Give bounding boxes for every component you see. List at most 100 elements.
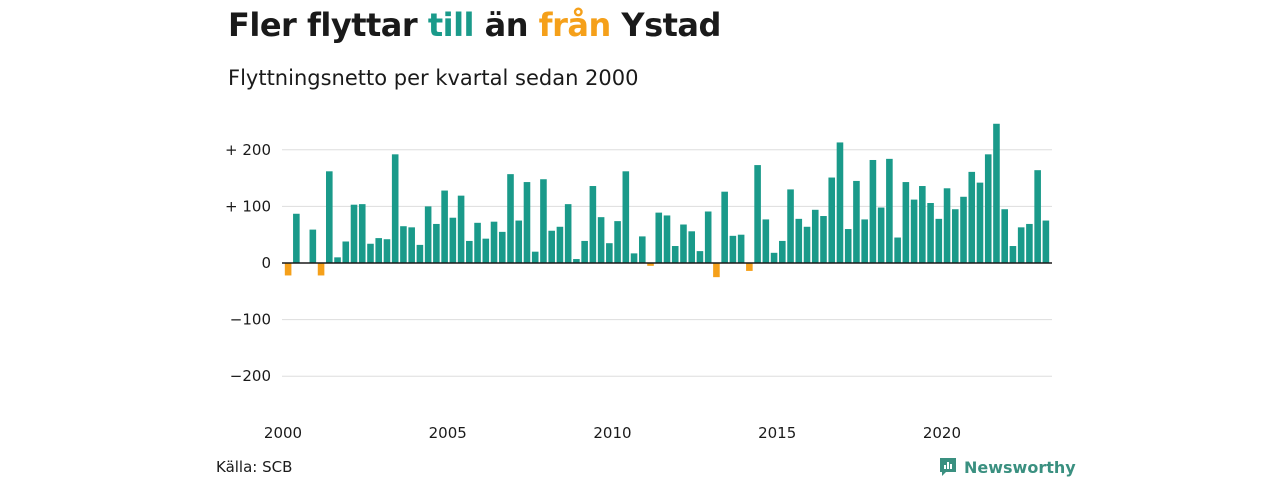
x-tick-label: 2000: [264, 424, 302, 442]
bar: [589, 186, 597, 263]
bar: [1034, 170, 1041, 263]
bar: [655, 212, 663, 263]
bar: [968, 171, 976, 263]
y-tick-label: + 100: [225, 197, 271, 215]
bar: [853, 180, 860, 263]
source-label: Källa: SCB: [216, 458, 293, 476]
bar: [1017, 227, 1025, 263]
bar: [614, 221, 621, 263]
bar: [474, 222, 481, 263]
bar: [754, 165, 761, 263]
bar: [886, 158, 893, 263]
bar: [531, 251, 539, 263]
title-part-1: Fler flyttar: [228, 6, 428, 44]
bar: [597, 217, 605, 263]
bar: [375, 238, 383, 263]
x-tick-label: 2005: [429, 424, 467, 442]
bar: [861, 219, 868, 263]
bar: [746, 263, 753, 271]
title-part-3: än: [474, 6, 539, 44]
bar: [317, 263, 325, 276]
bar: [490, 221, 498, 263]
bar: [284, 263, 292, 276]
title-part-5: Ystad: [610, 6, 721, 44]
bar: [606, 243, 613, 263]
bar: [358, 204, 366, 263]
bar: [680, 224, 687, 263]
bar: [688, 231, 696, 263]
bar: [1042, 220, 1050, 263]
bar: [416, 244, 424, 263]
bar: [976, 182, 984, 263]
x-tick-label: 2010: [593, 424, 631, 442]
bar: [721, 191, 728, 263]
bar: [960, 196, 967, 263]
bar: [803, 226, 811, 263]
bar: [1026, 223, 1033, 263]
bar: [457, 195, 465, 263]
bar: [927, 203, 934, 263]
bar: [383, 239, 391, 263]
bar: [441, 190, 448, 263]
chart-subtitle: Flyttningsnetto per kvartal sedan 2000: [228, 66, 639, 90]
bar: [548, 230, 555, 263]
bar: [671, 246, 679, 263]
bar: [828, 177, 836, 263]
y-tick-label: −200: [230, 367, 271, 385]
bar: [647, 263, 654, 266]
bar: [638, 236, 646, 263]
bar: [894, 237, 901, 263]
bar: [795, 218, 803, 263]
bar: [498, 231, 506, 263]
bar: [869, 159, 877, 263]
y-tick-label: + 200: [225, 141, 271, 159]
y-tick-label: −100: [230, 311, 271, 329]
bar: [466, 240, 473, 263]
bar: [1009, 246, 1017, 263]
bar: [293, 213, 300, 263]
bar: [564, 204, 572, 263]
chart-title: Fler flyttar till än från Ystad: [228, 6, 721, 44]
y-tick-label: 0: [261, 254, 271, 272]
bar: [704, 211, 712, 263]
x-tick-label: 2020: [923, 424, 961, 442]
bar: [400, 226, 407, 263]
brand-logo: Newsworthy: [938, 456, 1076, 478]
bar: [836, 142, 844, 263]
bar: [424, 206, 432, 263]
bar: [630, 253, 638, 263]
bar: [622, 171, 630, 263]
brand-name: Newsworthy: [964, 457, 1076, 477]
bar: [556, 226, 564, 263]
bar: [787, 189, 794, 263]
bar: [910, 199, 918, 263]
bar: [482, 238, 490, 263]
bar: [943, 188, 951, 263]
bar: [993, 123, 1000, 263]
bar: [433, 223, 440, 263]
bar: [762, 219, 770, 263]
bar: [919, 186, 926, 263]
bar: [984, 154, 992, 263]
bar: [663, 215, 671, 263]
title-word-fran: från: [538, 6, 612, 44]
bar: [737, 234, 745, 263]
bar: [309, 229, 317, 263]
bar: [729, 235, 737, 263]
bar: [902, 182, 910, 263]
bar: [367, 243, 374, 263]
bar: [350, 204, 358, 263]
bar: [391, 154, 399, 263]
bar: [334, 257, 341, 263]
title-word-till: till: [427, 6, 475, 44]
bar: [408, 227, 415, 263]
bar: [1001, 209, 1008, 263]
bar: [779, 240, 786, 263]
bar: [770, 252, 778, 263]
bar: [811, 209, 819, 263]
bar: [820, 216, 827, 263]
newsworthy-icon: [940, 458, 956, 476]
bar: [951, 209, 959, 263]
x-tick-label: 2015: [758, 424, 796, 442]
